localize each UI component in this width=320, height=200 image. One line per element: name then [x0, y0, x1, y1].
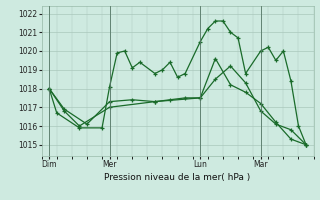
X-axis label: Pression niveau de la mer( hPa ): Pression niveau de la mer( hPa ): [104, 173, 251, 182]
